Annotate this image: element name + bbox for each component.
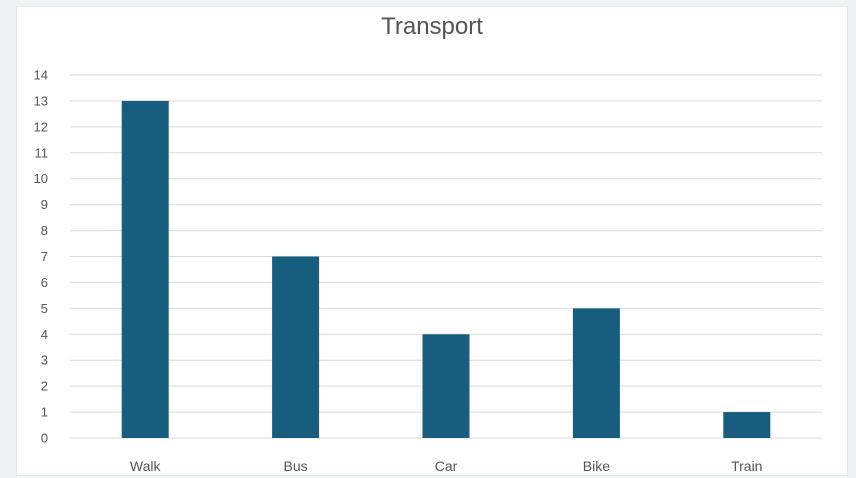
bar-train <box>723 412 771 438</box>
y-tick-label: 1 <box>41 405 48 420</box>
x-category-label: Bus <box>284 458 308 474</box>
bar-car <box>422 334 470 438</box>
x-axis-categories: Walk Bus Car Bike Train <box>130 458 763 474</box>
y-tick-label: 4 <box>41 327 48 342</box>
x-category-label: Train <box>731 458 762 474</box>
gridlines <box>70 74 822 439</box>
y-tick-label: 2 <box>41 379 48 394</box>
y-tick-label: 10 <box>34 171 48 186</box>
y-tick-label: 7 <box>41 249 48 264</box>
y-tick-label: 0 <box>41 431 48 446</box>
y-tick-label: 13 <box>34 93 48 108</box>
y-tick-label: 9 <box>41 197 48 212</box>
y-tick-label: 11 <box>35 145 49 160</box>
x-category-label: Walk <box>130 458 162 474</box>
chart-title: Transport <box>381 13 483 40</box>
bar-bus <box>272 256 320 438</box>
bars <box>121 100 771 438</box>
x-category-label: Car <box>435 458 458 474</box>
bar-walk <box>121 100 169 438</box>
y-tick-label: 6 <box>41 275 48 290</box>
y-tick-label: 3 <box>41 353 48 368</box>
x-category-label: Bike <box>583 458 610 474</box>
y-tick-label: 14 <box>34 68 48 83</box>
y-tick-label: 12 <box>34 119 48 134</box>
y-tick-label: 8 <box>41 223 48 238</box>
y-tick-label: 5 <box>41 301 48 316</box>
bar-bike <box>572 308 620 438</box>
